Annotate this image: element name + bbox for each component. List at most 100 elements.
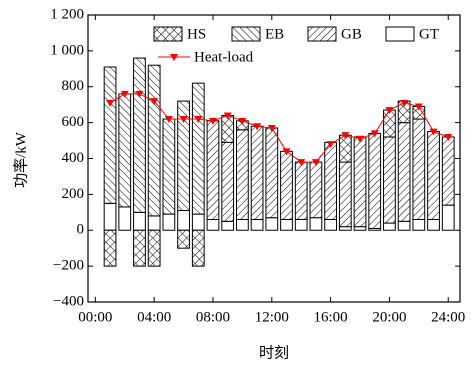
bar-segment [412,218,426,231]
x-tick-label: 20:00 [372,309,406,325]
legend-label: EB [265,26,284,42]
heat-load-marker [179,116,188,124]
bar-segment [383,222,396,231]
bar-segment [191,213,205,231]
bar-segment [177,210,190,231]
heat-load-line [109,93,449,163]
bar-segment [147,64,161,217]
y-tick-label: 1 200 [50,6,84,22]
x-tick-label: 12:00 [255,309,289,325]
heat-load-marker [223,112,232,120]
bar-segment [441,136,455,206]
bar-segment [236,218,249,231]
x-axis-label: 时刻 [259,344,289,361]
bar-segment [294,218,308,231]
x-tick-label: 08:00 [196,309,230,325]
legend-swatch [231,26,261,42]
bar-segment [397,122,411,222]
legend-label: Heat-load [194,49,254,65]
heat-load-marker [444,133,453,141]
heat-load-marker [253,123,262,131]
bar-segment [338,161,352,228]
heat-load-marker [400,99,409,107]
bar-segment [221,141,235,222]
x-tick-label: 24:00 [431,309,465,325]
bar-segment [383,136,396,224]
bar-segment [280,218,293,231]
bar-segment [147,215,161,231]
bar-segment [368,132,382,229]
bar-segment [103,202,117,231]
heat-load-marker [208,117,217,125]
y-tick-label: −400 [53,293,84,309]
y-axis-label: 功率/kW [12,131,29,188]
bar-segment [133,229,146,267]
x-tick-label: 04:00 [137,309,171,325]
bar-segment [177,100,190,212]
legend-swatch [307,26,337,42]
bar-segment [397,220,411,231]
heat-load-marker [135,90,144,98]
heat-load-marker [311,159,320,167]
bar-segment [265,127,279,219]
bar-segment [324,141,337,220]
heat-load-marker [341,132,350,140]
bar-segment [309,161,323,219]
heat-load-marker [297,159,306,167]
bar-segment [177,229,190,249]
heat-load-marker [326,141,335,149]
bar-segment [147,229,161,267]
y-tick-label: 0 [77,222,85,238]
y-tick-label: −200 [53,258,84,274]
heat-load-marker [150,98,159,106]
bar-segment [265,217,279,231]
bar-segment [427,218,440,231]
bar-segment [191,82,205,215]
x-tick-label: 00:00 [78,309,112,325]
bar-segment [338,226,352,231]
bar-segment [118,93,132,208]
heat-load-marker [106,99,115,107]
heat-load-marker [282,148,291,156]
heat-load-marker [164,116,173,124]
bar-segment [133,57,146,213]
bar-segment [427,131,440,220]
legend-label: HS [187,26,206,42]
bar-segment [236,129,249,220]
heat-load-marker [429,128,438,136]
legend-swatch [385,26,415,42]
legend-swatch [153,26,183,42]
heat-load-marker [120,90,129,98]
bar-segment [206,120,220,220]
legend-label: GB [341,26,362,42]
y-tick-label: 800 [62,78,85,94]
heat-load-marker [194,116,203,124]
bar-segment [103,66,117,204]
bar-segment [250,125,264,220]
heat-load-marker [238,117,247,125]
bar-segment [162,213,176,231]
heat-load-marker [267,125,276,133]
bar-segment [353,226,367,231]
bar-segment [324,218,337,231]
bar-segment [353,136,367,228]
y-tick-label: 200 [62,186,85,202]
y-tick-label: 600 [62,114,85,130]
bar-segment [294,161,308,220]
bar-segment [338,134,352,163]
bar-segment [221,220,235,231]
bar-segment [133,211,146,231]
legend-marker [170,54,178,61]
bar-segment [118,206,132,231]
bar-segment [441,204,455,231]
bar-segment [383,109,396,138]
y-tick-label: 400 [62,150,85,166]
bar-segment [191,229,205,267]
bar-segment [309,217,323,231]
bar-segment [162,118,176,215]
heat-load-marker [385,107,394,115]
heat-load-marker [370,130,379,138]
y-tick-label: 1 000 [50,42,84,58]
heat-load-marker [414,103,423,111]
